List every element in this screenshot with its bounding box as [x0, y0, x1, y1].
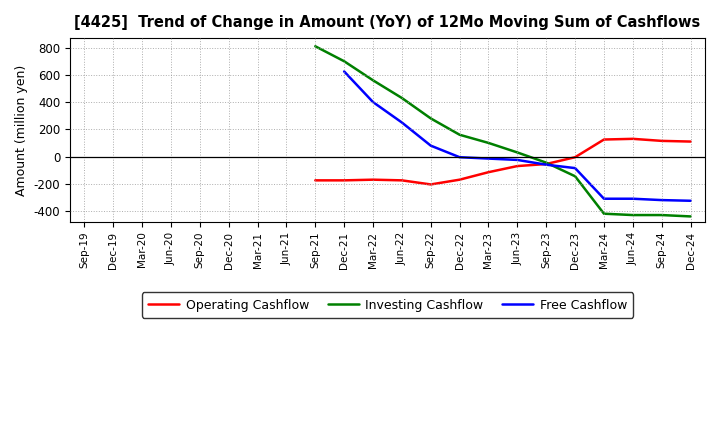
Free Cashflow [369, 99, 377, 105]
Operating Cashflow [686, 139, 695, 144]
Free Cashflow [340, 69, 348, 74]
Operating Cashflow [629, 136, 637, 142]
Investing Cashflow [513, 150, 522, 155]
Investing Cashflow [629, 213, 637, 218]
Investing Cashflow [657, 213, 666, 218]
Investing Cashflow [542, 160, 551, 165]
Free Cashflow [657, 198, 666, 203]
Line: Free Cashflow: Free Cashflow [344, 71, 690, 201]
Free Cashflow [426, 143, 435, 148]
Operating Cashflow [397, 178, 406, 183]
Line: Investing Cashflow: Investing Cashflow [315, 46, 690, 216]
Operating Cashflow [340, 178, 348, 183]
Operating Cashflow [455, 177, 464, 182]
Operating Cashflow [426, 182, 435, 187]
Free Cashflow [686, 198, 695, 203]
Operating Cashflow [369, 177, 377, 182]
Investing Cashflow [571, 174, 580, 179]
Line: Operating Cashflow: Operating Cashflow [315, 139, 690, 184]
Free Cashflow [397, 120, 406, 125]
Investing Cashflow [484, 140, 492, 146]
Y-axis label: Amount (million yen): Amount (million yen) [15, 64, 28, 196]
Free Cashflow [629, 196, 637, 202]
Investing Cashflow [340, 59, 348, 64]
Operating Cashflow [311, 178, 320, 183]
Investing Cashflow [311, 44, 320, 49]
Operating Cashflow [571, 154, 580, 160]
Free Cashflow [571, 165, 580, 171]
Operating Cashflow [600, 137, 608, 142]
Investing Cashflow [426, 116, 435, 121]
Free Cashflow [455, 154, 464, 160]
Free Cashflow [600, 196, 608, 202]
Investing Cashflow [686, 214, 695, 219]
Free Cashflow [542, 162, 551, 167]
Title: [4425]  Trend of Change in Amount (YoY) of 12Mo Moving Sum of Cashflows: [4425] Trend of Change in Amount (YoY) o… [74, 15, 701, 30]
Operating Cashflow [657, 138, 666, 143]
Investing Cashflow [455, 132, 464, 137]
Operating Cashflow [513, 163, 522, 169]
Operating Cashflow [484, 169, 492, 175]
Free Cashflow [484, 156, 492, 161]
Operating Cashflow [542, 161, 551, 167]
Free Cashflow [513, 157, 522, 162]
Investing Cashflow [600, 211, 608, 216]
Investing Cashflow [369, 78, 377, 83]
Legend: Operating Cashflow, Investing Cashflow, Free Cashflow: Operating Cashflow, Investing Cashflow, … [142, 293, 633, 318]
Investing Cashflow [397, 95, 406, 101]
